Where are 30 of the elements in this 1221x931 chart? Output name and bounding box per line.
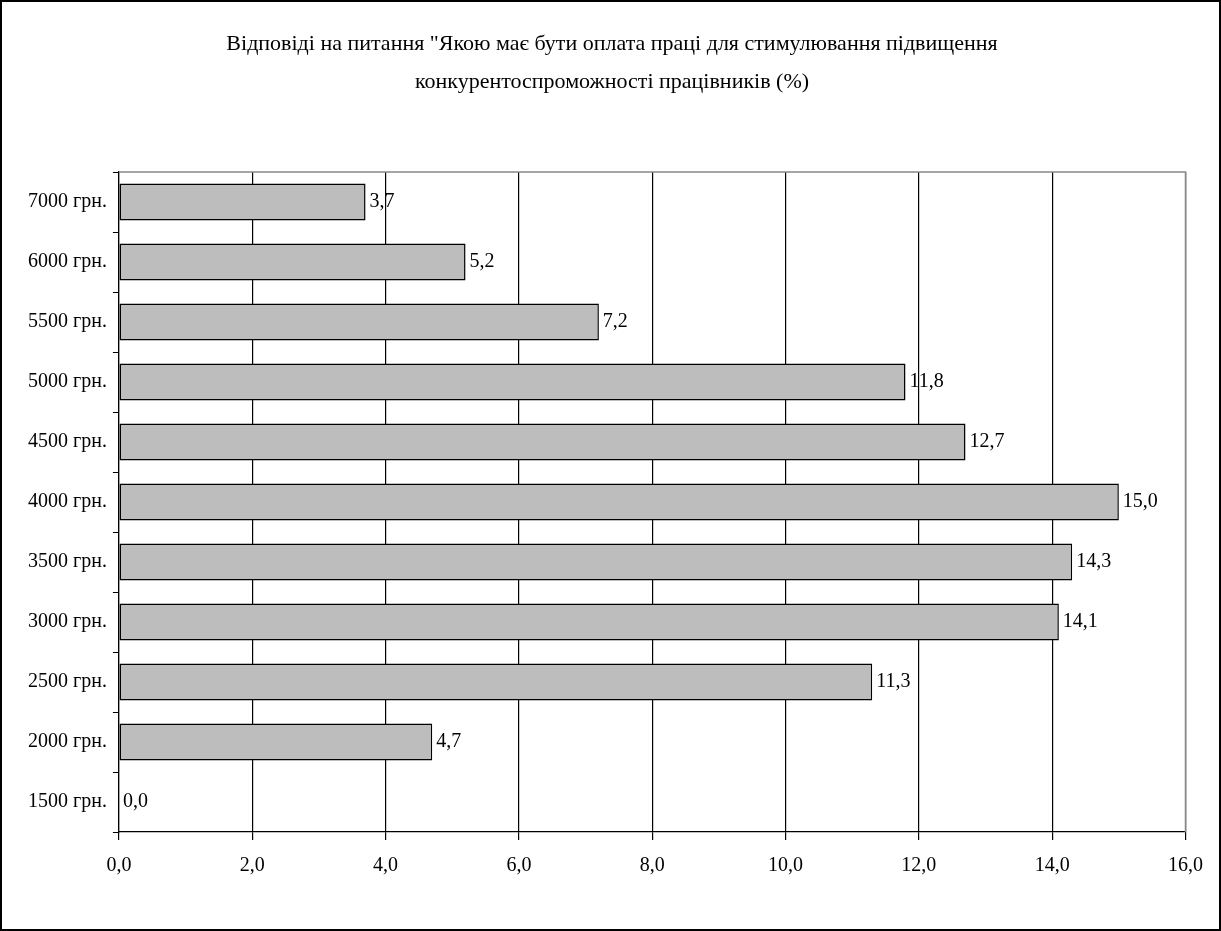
y-tick-label: 5000 грн. [28, 369, 107, 393]
data-label: 5,2 [469, 249, 495, 272]
y-tick-label: 5500 грн. [28, 309, 107, 333]
chart-title: Відповіді на питання "Якою має бути оплата праці для стимулювання підвищення конкурентоспроможності працівників (%) [225, 29, 999, 95]
x-tick-label: 4,0 [373, 853, 399, 876]
data-label: 0,0 [122, 789, 148, 812]
y-tick-label: 2500 грн. [28, 669, 107, 693]
x-tick-label: 2,0 [239, 853, 265, 876]
x-tick-label: 0,0 [106, 853, 132, 876]
y-tick-label: 4500 грн. [28, 429, 107, 453]
data-label: 4,7 [436, 729, 462, 752]
y-tick-label: 3000 грн. [28, 609, 107, 633]
data-label: 12,7 [969, 429, 1005, 452]
x-tick-label: 14,0 [1034, 853, 1070, 876]
y-tick-label: 2000 грн. [28, 729, 107, 753]
x-tick-label: 8,0 [639, 853, 665, 876]
x-tick-label: 12,0 [901, 853, 937, 876]
data-label: 14,3 [1076, 549, 1112, 572]
y-tick-label: 4000 грн. [28, 489, 107, 513]
y-tick-label: 1500 грн. [28, 789, 107, 813]
data-label: 15,0 [1122, 489, 1158, 512]
data-label: 11,3 [876, 669, 911, 692]
x-tick-label: 16,0 [1168, 853, 1203, 876]
data-label: 7,2 [602, 309, 628, 332]
data-label: 14,1 [1062, 609, 1098, 632]
y-tick-label: 7000 грн. [28, 189, 107, 213]
x-tick-label: 10,0 [768, 853, 804, 876]
y-tick-label: 3500 грн. [28, 549, 107, 573]
y-tick-label: 6000 грн. [28, 249, 107, 273]
x-tick-label: 6,0 [506, 853, 532, 876]
